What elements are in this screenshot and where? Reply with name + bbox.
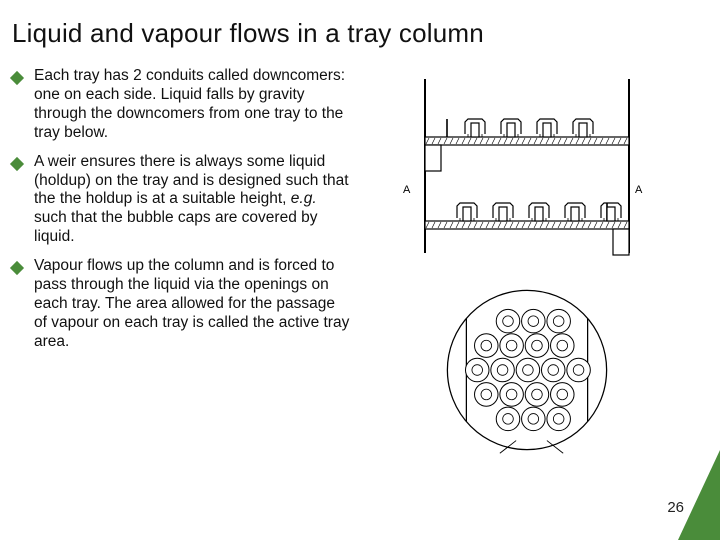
tray-top-view-diagram bbox=[432, 279, 622, 461]
diamond-icon bbox=[10, 261, 24, 275]
bullet-text: Each tray has 2 conduits called downcome… bbox=[34, 67, 352, 143]
diamond-icon bbox=[10, 157, 24, 171]
bullet-item: Each tray has 2 conduits called downcome… bbox=[12, 67, 352, 143]
tray-side-view-diagram: AA bbox=[397, 71, 657, 261]
slide: Liquid and vapour flows in a tray column… bbox=[0, 0, 720, 540]
bullet-text: Vapour flows up the column and is forced… bbox=[34, 257, 352, 352]
diamond-icon bbox=[10, 71, 24, 85]
bullet-item: Vapour flows up the column and is forced… bbox=[12, 257, 352, 352]
content-row: Each tray has 2 conduits called downcome… bbox=[12, 67, 708, 461]
slide-title: Liquid and vapour flows in a tray column bbox=[12, 18, 708, 49]
bullet-list: Each tray has 2 conduits called downcome… bbox=[12, 67, 352, 461]
bullet-text: A weir ensures there is always some liqu… bbox=[34, 153, 352, 248]
bullet-item: A weir ensures there is always some liqu… bbox=[12, 153, 352, 248]
figure-column: AA bbox=[362, 67, 692, 461]
svg-text:A: A bbox=[403, 184, 411, 196]
svg-text:A: A bbox=[635, 184, 643, 196]
corner-accent bbox=[678, 450, 720, 540]
